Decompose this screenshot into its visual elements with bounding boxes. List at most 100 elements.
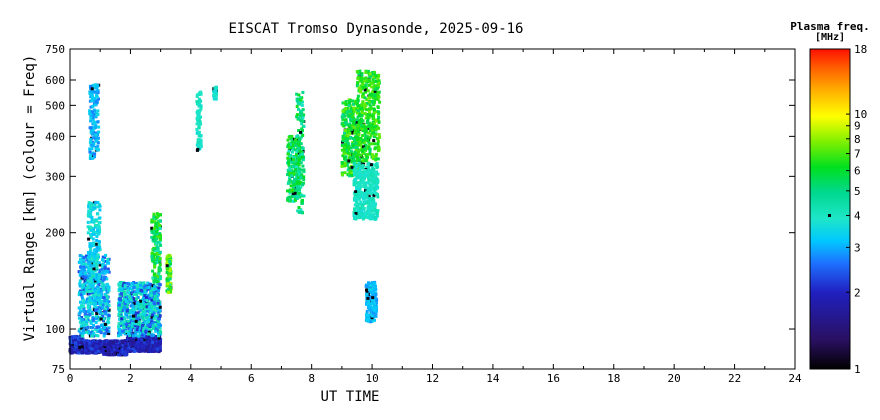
data-point <box>289 143 293 146</box>
data-point <box>341 135 345 139</box>
data-point <box>136 296 140 299</box>
data-point <box>349 156 353 160</box>
data-point <box>102 342 106 346</box>
data-point <box>129 339 133 343</box>
data-point <box>85 339 88 343</box>
data-point <box>144 307 147 311</box>
data-point <box>370 90 374 94</box>
data-point <box>89 116 93 120</box>
data-point <box>287 146 291 150</box>
data-point <box>84 310 88 314</box>
data-point <box>87 205 91 209</box>
data-point <box>357 113 361 117</box>
data-point <box>102 319 105 323</box>
data-point <box>361 148 365 152</box>
data-point <box>153 284 157 288</box>
data-point <box>344 137 348 141</box>
data-point <box>96 302 99 306</box>
data-point <box>368 75 372 79</box>
data-point <box>98 295 102 299</box>
data-point <box>89 105 93 109</box>
data-point <box>352 144 356 148</box>
data-point <box>140 338 144 342</box>
data-point <box>128 308 132 312</box>
data-point <box>88 112 92 115</box>
data-point <box>157 321 161 325</box>
data-point <box>153 338 157 341</box>
data-point <box>151 284 155 288</box>
data-point <box>347 159 351 163</box>
data-point <box>356 140 360 144</box>
data-point <box>89 283 93 287</box>
data-point <box>357 72 361 76</box>
data-point <box>367 79 371 83</box>
data-point <box>358 140 362 144</box>
data-point <box>370 126 374 130</box>
data-point <box>376 83 380 87</box>
data-point <box>158 219 162 223</box>
data-point <box>286 189 289 193</box>
data-points <box>68 69 382 357</box>
data-point <box>366 168 370 172</box>
data-point <box>370 142 374 146</box>
data-point <box>132 297 136 301</box>
data-point <box>80 341 83 345</box>
data-point <box>168 283 172 287</box>
data-point <box>346 151 350 154</box>
data-point <box>297 129 301 132</box>
data-point <box>78 311 82 315</box>
data-point <box>91 341 95 344</box>
data-point <box>344 107 348 111</box>
data-point <box>123 306 127 310</box>
data-point <box>97 221 101 225</box>
data-point <box>154 222 158 226</box>
data-point <box>98 268 102 272</box>
data-point <box>87 262 91 266</box>
data-point <box>368 107 372 111</box>
data-point <box>145 299 149 303</box>
data-point <box>158 232 162 236</box>
data-point <box>145 305 149 309</box>
data-point <box>74 335 78 339</box>
data-point <box>89 228 93 232</box>
data-point <box>290 140 294 144</box>
data-point <box>102 309 106 313</box>
data-point <box>360 124 364 128</box>
data-point <box>82 309 86 313</box>
data-point <box>134 307 138 311</box>
data-point <box>95 306 98 310</box>
data-point <box>352 128 356 132</box>
data-point <box>151 344 155 348</box>
data-point <box>153 305 157 309</box>
data-point <box>90 99 94 102</box>
data-point <box>296 174 300 178</box>
data-point <box>295 179 299 183</box>
data-point <box>95 234 99 238</box>
data-point <box>142 296 146 300</box>
data-point <box>165 264 169 268</box>
data-point <box>360 109 364 113</box>
data-point <box>169 272 173 276</box>
data-point <box>197 110 201 114</box>
data-point <box>95 113 99 117</box>
data-point <box>301 90 305 94</box>
data-point <box>79 324 83 328</box>
data-point <box>104 343 108 347</box>
data-point <box>350 159 354 163</box>
data-point <box>98 341 102 345</box>
data-point <box>130 337 134 341</box>
data-point <box>107 300 111 304</box>
data-point <box>296 142 300 146</box>
data-point <box>102 317 106 321</box>
data-point <box>365 156 369 160</box>
data-point <box>122 315 126 319</box>
data-point <box>120 347 124 351</box>
data-point <box>356 106 360 110</box>
data-point <box>146 339 150 343</box>
data-point <box>156 310 160 314</box>
data-point <box>300 135 304 139</box>
data-point <box>377 81 381 85</box>
data-point <box>300 199 304 203</box>
data-point <box>91 345 95 349</box>
data-point <box>139 299 142 303</box>
